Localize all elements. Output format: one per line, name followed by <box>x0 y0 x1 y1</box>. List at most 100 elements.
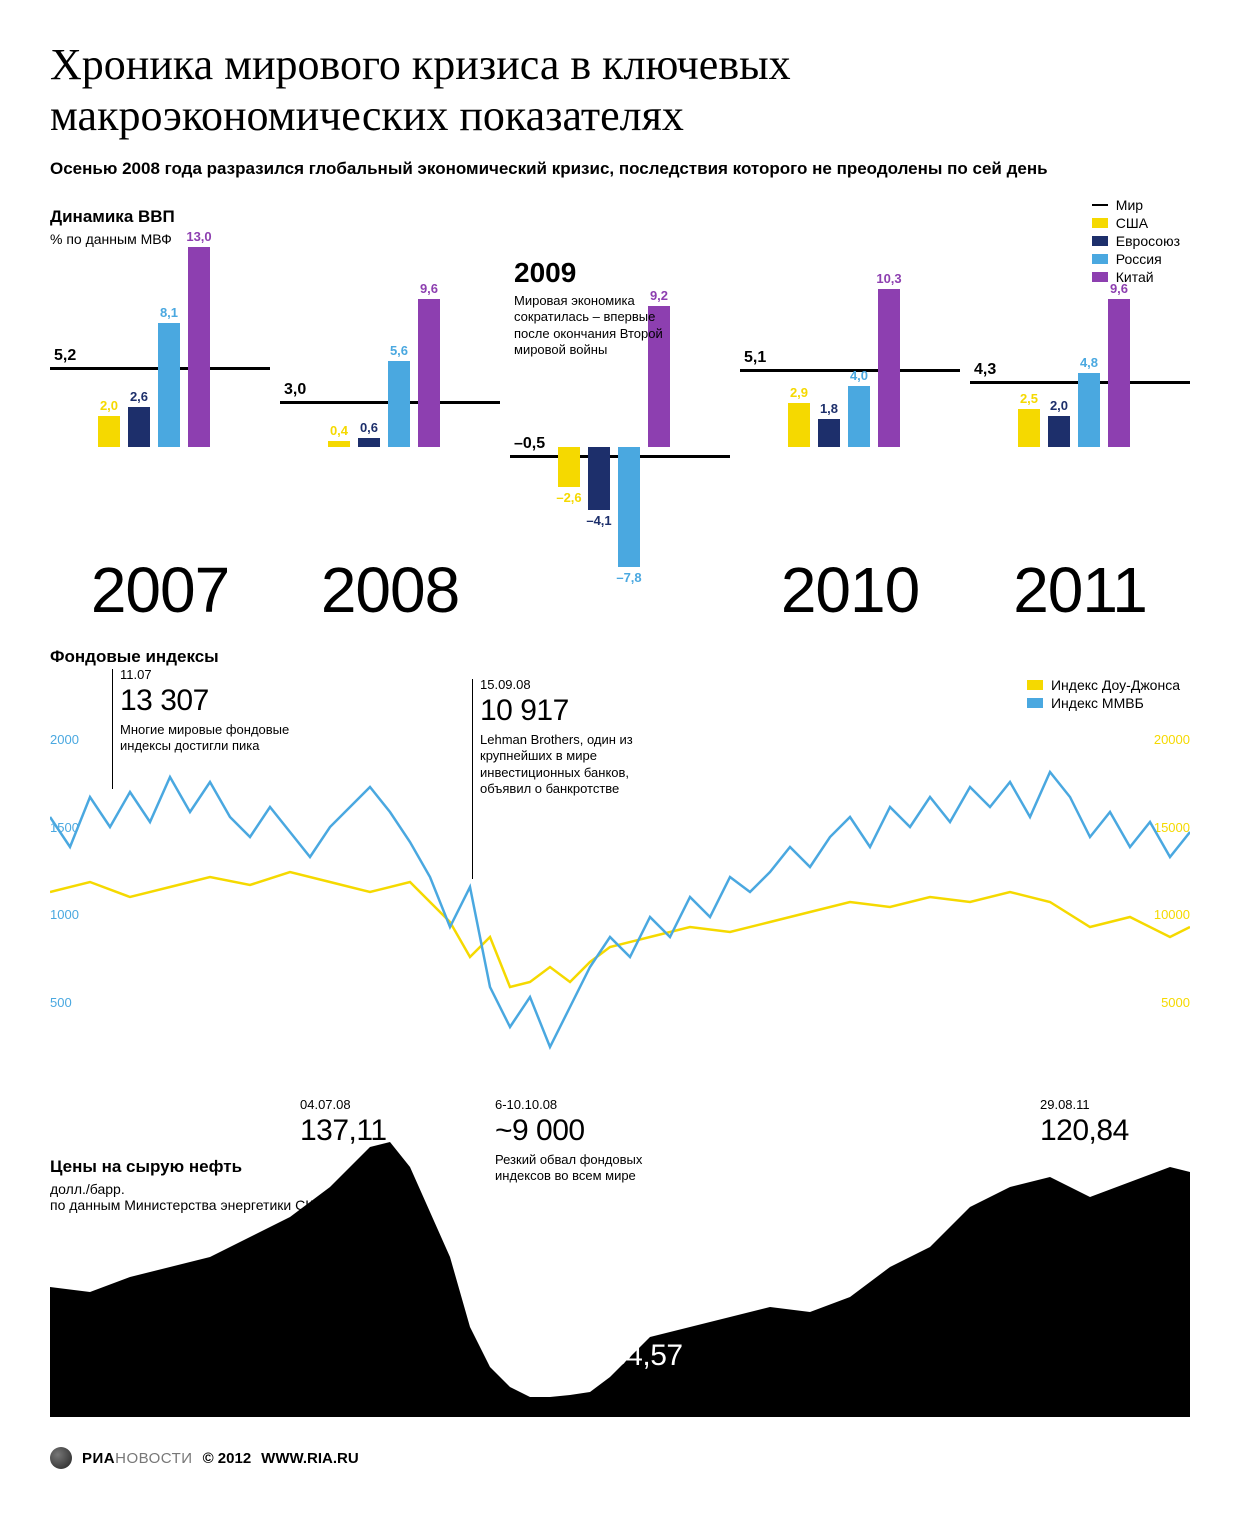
callout-date: 29.08.11 <box>1040 1097 1129 1112</box>
brand: РИАНОВОСТИ <box>82 1450 193 1467</box>
page-title: Хроника мирового кризиса в ключевых макр… <box>50 40 1190 141</box>
gdp-year-group: 3,00,40,65,69,62008 <box>280 247 500 627</box>
gdp-bar-label: 8,1 <box>149 305 189 320</box>
gdp-note: 2009 Мировая экономика сократилась – впер… <box>514 257 674 358</box>
callout-line <box>112 669 113 789</box>
gdp-bar-eu: 0,6 <box>358 438 380 447</box>
legend-swatch <box>1027 698 1043 708</box>
oil-label: Цены на сырую нефть <box>50 1157 327 1177</box>
gdp-bar-label: 0,6 <box>349 420 389 435</box>
stocks-legend-item: Индекс ММВБ <box>1027 695 1180 711</box>
gdp-world-value: 4,3 <box>974 361 996 379</box>
legend-label: Индекс ММВБ <box>1051 695 1144 711</box>
gdp-bars-area: 3,00,40,65,69,6 <box>280 247 500 517</box>
gdp-year-label: 2007 <box>50 553 270 627</box>
dow-line <box>50 872 1190 987</box>
gdp-year-group: –0,5–2,6–4,1–7,89,22009Мировая экономика… <box>510 247 730 627</box>
oil-callout-crash: 6-10.10.08~9 000Резкий обвал фондовых ин… <box>495 1097 685 1185</box>
oil-callout-oil-recent: 29.08.11120,84 <box>1040 1097 1129 1152</box>
oil-sublabel: долл./барр.по данным Министерства энерге… <box>50 1181 327 1213</box>
gdp-legend-item: США <box>1092 215 1180 231</box>
gdp-bar-label: 9,6 <box>1099 281 1139 296</box>
gdp-bar-label: 2,6 <box>119 389 159 404</box>
gdp-world-value: 5,2 <box>54 347 76 365</box>
gdp-bars-area: 5,12,91,84,010,3 <box>740 247 960 517</box>
gdp-section: Динамика ВВП % по данным МВФ МирСШАЕврос… <box>50 207 1190 627</box>
gdp-bar-usa: 2,0 <box>98 416 120 447</box>
gdp-bar-label: 2,0 <box>1039 398 1079 413</box>
oil-section: Цены на сырую нефть долл./барр.по данным… <box>50 1097 1190 1417</box>
stocks-section: Фондовые индексы Индекс Доу-ДжонсаИндекс… <box>50 647 1190 1087</box>
gdp-bar-label: 1,8 <box>809 401 849 416</box>
gdp-groups: 5,22,02,68,113,020073,00,40,65,69,62008–… <box>50 247 1190 627</box>
footer-url: WWW.RIA.RU <box>261 1450 358 1467</box>
gdp-bar-eu: 2,6 <box>128 407 150 447</box>
gdp-note-year: 2009 <box>514 257 674 289</box>
gdp-bar-label: 13,0 <box>179 229 219 244</box>
micex-line <box>50 772 1190 1047</box>
gdp-legend-item: Мир <box>1092 197 1180 213</box>
gdp-bar-china: 13,0 <box>188 247 210 447</box>
gdp-bar-label: –4,1 <box>579 513 619 528</box>
gdp-bar-label: –7,8 <box>609 570 649 585</box>
legend-label: США <box>1116 215 1148 231</box>
legend-label: Индекс Доу-Джонса <box>1051 677 1180 693</box>
callout-value: ~9 000 <box>495 1114 685 1148</box>
gdp-world-value: 3,0 <box>284 381 306 399</box>
gdp-bar-label: 5,6 <box>379 343 419 358</box>
gdp-bar-russia: 5,6 <box>388 361 410 447</box>
callout-date: 02.01.09 <box>610 1322 683 1337</box>
stocks-callout-peak: 11.07 13 307 Многие мировые фондовые индек… <box>120 667 310 755</box>
gdp-bars-area: 5,22,02,68,113,0 <box>50 247 270 517</box>
copyright: © 2012 <box>203 1450 252 1467</box>
gdp-bar-label: 9,6 <box>409 281 449 296</box>
gdp-bar-russia: 8,1 <box>158 323 180 448</box>
oil-callout-oil-low: 02.01.09 34,57 <box>610 1322 683 1377</box>
gdp-bar-usa: 2,9 <box>788 403 810 448</box>
oil-callout-oil-peak: 04.07.08137,11 <box>300 1097 387 1152</box>
gdp-bar-usa: 2,5 <box>1018 409 1040 447</box>
gdp-bar-russia: –7,8 <box>618 447 640 567</box>
gdp-bar-eu: 1,8 <box>818 419 840 447</box>
callout-value: 13 307 <box>120 684 310 718</box>
legend-swatch <box>1027 680 1043 690</box>
page-subtitle: Осенью 2008 года разразился глобальный э… <box>50 159 1190 179</box>
callout-text: Lehman Brothers, один из крупнейших в ми… <box>480 732 670 797</box>
stocks-label: Фондовые индексы <box>50 647 1190 667</box>
gdp-year-label: 2011 <box>970 553 1190 627</box>
gdp-bar-eu: –4,1 <box>588 447 610 510</box>
gdp-year-group: 5,12,91,84,010,3 2010 <box>740 247 960 627</box>
legend-swatch <box>1092 204 1108 206</box>
stocks-chart: 500100015002000500010000150002000011.071… <box>50 727 1190 1077</box>
legend-swatch <box>1092 218 1108 228</box>
callout-value: 137,11 <box>300 1114 387 1148</box>
gdp-bar-china: 10,3 <box>878 289 900 447</box>
gdp-year-group: 5,22,02,68,113,02007 <box>50 247 270 627</box>
gdp-bar-label: 4,0 <box>839 368 879 383</box>
stocks-legend: Индекс Доу-Джонса Индекс ММВБ <box>1027 677 1180 713</box>
gdp-year-label: 2010 <box>740 553 960 627</box>
gdp-year-group: 4,32,52,04,89,62011 <box>970 247 1190 627</box>
brand-1: РИА <box>82 1450 115 1467</box>
brand-2: НОВОСТИ <box>115 1450 192 1467</box>
callout-text: Резкий обвал фондовых индексов во всем м… <box>495 1152 685 1185</box>
gdp-bar-russia: 4,8 <box>1078 373 1100 447</box>
gdp-bar-russia: 4,0 <box>848 386 870 448</box>
oil-header: Цены на сырую нефть долл./барр.по данным… <box>50 1157 327 1213</box>
gdp-header: Динамика ВВП % по данным МВФ <box>50 207 175 247</box>
gdp-bar-usa: –2,6 <box>558 447 580 487</box>
gdp-bar-eu: 2,0 <box>1048 416 1070 447</box>
callout-value: 34,57 <box>610 1339 683 1373</box>
callout-text: Многие мировые фондовые индексы достигли… <box>120 722 310 755</box>
infographic-page: Хроника мирового кризиса в ключевых макр… <box>0 0 1240 1499</box>
callout-date: 11.07 <box>120 667 310 682</box>
stocks-callout-lehman: 15.09.0810 917Lehman Brothers, один из к… <box>480 677 670 797</box>
gdp-world-value: –0,5 <box>514 435 545 453</box>
gdp-bar-label: 10,3 <box>869 271 909 286</box>
callout-date: 15.09.08 <box>480 677 670 692</box>
gdp-year-label: 2008 <box>280 553 500 627</box>
gdp-note-text: Мировая экономика сократилась – впервые … <box>514 293 674 358</box>
gdp-label: Динамика ВВП <box>50 207 175 227</box>
gdp-bar-china: 9,6 <box>1108 299 1130 447</box>
globe-icon <box>50 1447 72 1469</box>
